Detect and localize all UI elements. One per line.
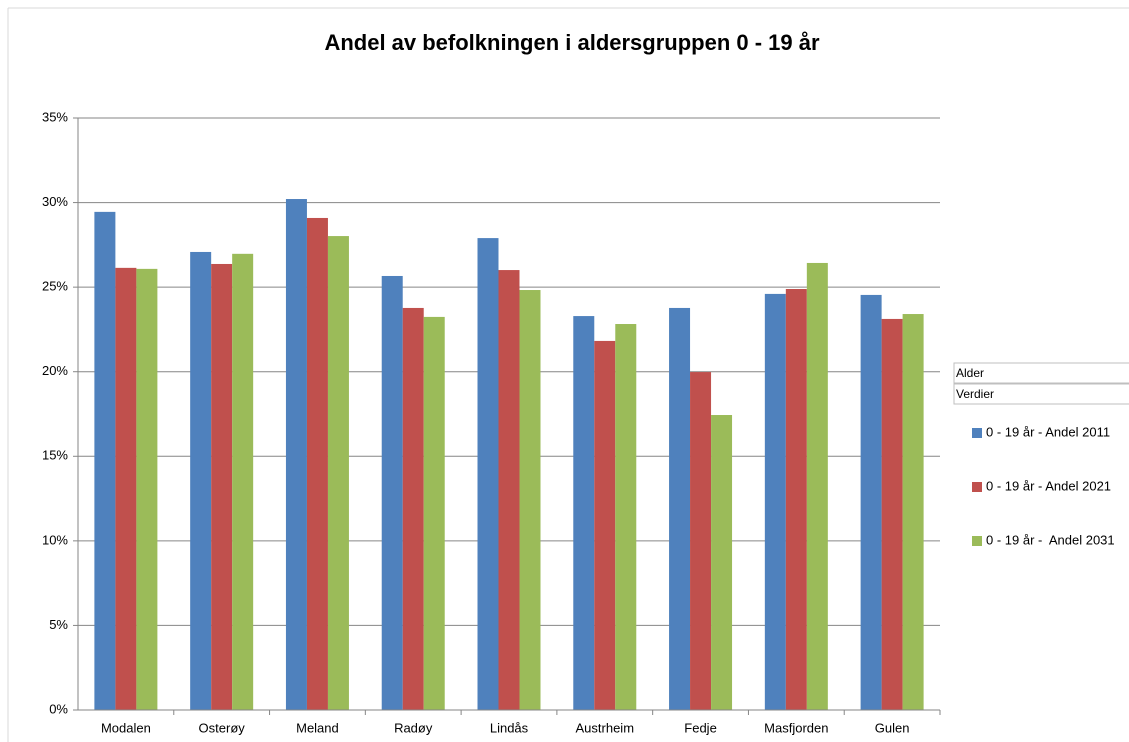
bar [190, 251, 212, 711]
x-tick-label: Radøy [394, 720, 433, 735]
bar [211, 263, 233, 710]
legend-swatch [972, 482, 982, 492]
bar [381, 275, 403, 710]
x-tick-label: Lindås [490, 720, 529, 735]
bar [860, 294, 882, 710]
y-tick-label: 20% [42, 363, 68, 378]
y-tick-label: 25% [42, 279, 68, 294]
bar [519, 290, 541, 710]
bar [785, 289, 807, 710]
bar [764, 293, 786, 710]
bar [136, 268, 158, 710]
bar [690, 372, 712, 710]
bar [402, 307, 424, 710]
legend-field-box [953, 383, 1129, 405]
bar [477, 238, 499, 710]
y-tick-label: 10% [42, 532, 68, 547]
x-tick-label: Modalen [101, 720, 151, 735]
y-tick-label: 35% [42, 109, 68, 124]
legend-label: 0 - 19 år - Andel 2021 [986, 478, 1111, 493]
chart-title: Andel av befolkningen i aldersgruppen 0 … [324, 30, 820, 55]
bar [711, 415, 733, 710]
bar [594, 340, 616, 710]
legend-swatch [972, 428, 982, 438]
bar [669, 307, 691, 710]
bar [498, 270, 520, 710]
y-tick-label: 15% [42, 448, 68, 463]
bar [881, 318, 903, 710]
y-tick-label: 0% [49, 701, 68, 716]
bar [232, 253, 254, 710]
bar [327, 236, 349, 711]
x-tick-label: Austrheim [576, 720, 635, 735]
y-tick-label: 5% [49, 617, 68, 632]
bar [423, 316, 445, 710]
legend-swatch [972, 536, 982, 546]
x-tick-label: Osterøy [199, 720, 246, 735]
legend-label: 0 - 19 år - Andel 2011 [986, 424, 1110, 439]
bar [285, 199, 307, 711]
x-tick-label: Fedje [684, 720, 717, 735]
x-tick-label: Masfjorden [764, 720, 828, 735]
legend-field: Verdier [956, 387, 994, 401]
y-tick-label: 30% [42, 194, 68, 209]
x-tick-label: Meland [296, 720, 339, 735]
bar [902, 314, 924, 710]
bar [573, 316, 595, 710]
bar [94, 211, 116, 711]
x-tick-label: Gulen [875, 720, 910, 735]
bar [615, 324, 637, 710]
bar [306, 217, 328, 710]
bar [806, 262, 828, 710]
legend-field: Alder [956, 366, 984, 380]
bar [115, 267, 137, 710]
legend-label: 0 - 19 år - Andel 2031 [986, 532, 1115, 547]
legend-field-box [953, 362, 1129, 384]
